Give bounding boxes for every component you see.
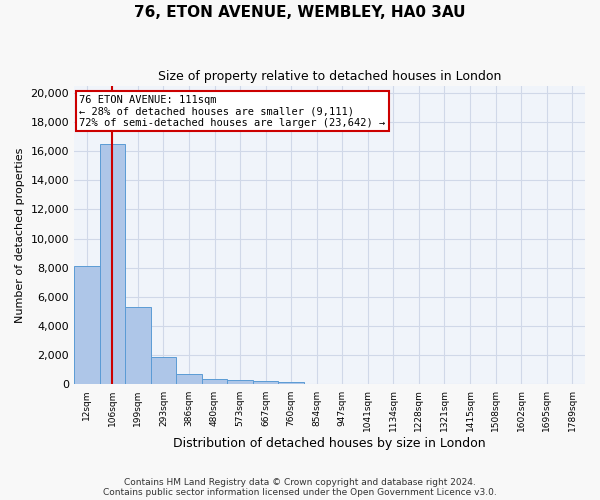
Text: Contains HM Land Registry data © Crown copyright and database right 2024.
Contai: Contains HM Land Registry data © Crown c… — [103, 478, 497, 497]
Bar — [176, 374, 202, 384]
Text: 76, ETON AVENUE, WEMBLEY, HA0 3AU: 76, ETON AVENUE, WEMBLEY, HA0 3AU — [134, 5, 466, 20]
Y-axis label: Number of detached properties: Number of detached properties — [15, 148, 25, 322]
Bar — [253, 381, 278, 384]
Bar — [151, 358, 176, 384]
Bar — [202, 380, 227, 384]
Bar — [100, 144, 125, 384]
Text: 76 ETON AVENUE: 111sqm
← 28% of detached houses are smaller (9,111)
72% of semi-: 76 ETON AVENUE: 111sqm ← 28% of detached… — [79, 94, 385, 128]
Bar — [74, 266, 100, 384]
Bar — [125, 307, 151, 384]
Bar — [278, 382, 304, 384]
Title: Size of property relative to detached houses in London: Size of property relative to detached ho… — [158, 70, 501, 83]
X-axis label: Distribution of detached houses by size in London: Distribution of detached houses by size … — [173, 437, 486, 450]
Bar — [227, 380, 253, 384]
